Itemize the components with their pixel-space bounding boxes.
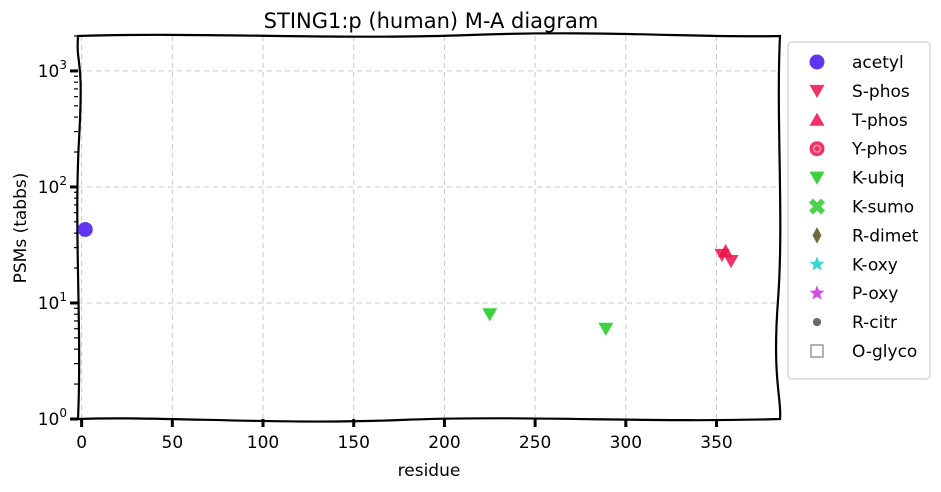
legend-label: T-phos <box>851 111 908 131</box>
y-tick-base: 10 <box>38 178 60 198</box>
acetyl-point <box>77 221 93 237</box>
y-tick-label: 101 <box>38 290 67 314</box>
plot-frame <box>76 32 782 423</box>
legend-label: S-phos <box>852 82 910 102</box>
legend-item: K-sumo <box>809 198 914 218</box>
legend-label: R-dimet <box>852 226 919 246</box>
legend-item: P-oxy <box>809 284 898 304</box>
k-ubiq-point <box>482 308 498 322</box>
legend-item: O-glyco <box>810 342 917 362</box>
legend-item: R-citr <box>812 313 897 333</box>
legend-label: P-oxy <box>852 284 898 304</box>
legend-item: K-oxy <box>809 255 898 275</box>
legend-marker <box>810 344 824 358</box>
legend-item: S-phos <box>809 82 910 102</box>
y-tick-label: 100 <box>38 406 67 430</box>
legend-item: acetyl <box>809 53 904 73</box>
grid-lines <box>78 36 780 419</box>
y-tick-exponent: 0 <box>59 406 67 420</box>
legend-item: Y-phos <box>809 140 907 160</box>
legend: acetyl S-phos T-phos Y-phos K-ubiq K-sumo R-di… <box>787 41 931 380</box>
x-tick-labels: 0 50 100 150 200 250 300 350 <box>76 433 733 453</box>
t-phos-point <box>718 243 734 258</box>
data-points <box>77 221 739 336</box>
legend-item: R-dimet <box>812 226 919 246</box>
axis-ticks <box>70 69 719 427</box>
y-tick-label: 102 <box>38 174 67 198</box>
x-tick-label: 100 <box>247 433 279 453</box>
chart-title: STING1:p (human) M-A diagram <box>264 9 599 33</box>
y-tick-base: 10 <box>38 62 60 82</box>
x-tick-label: 200 <box>428 433 460 453</box>
x-tick-label: 0 <box>76 433 87 453</box>
legend-marker <box>809 285 825 300</box>
y-axis-label: PSMs (tabbs) <box>11 173 31 284</box>
x-tick-label: 250 <box>519 433 551 453</box>
legend-label: O-glyco <box>852 342 917 362</box>
y-tick-label: 103 <box>38 58 67 82</box>
legend-item: T-phos <box>809 111 908 131</box>
y-tick-base: 10 <box>38 410 60 430</box>
legend-label: K-ubiq <box>852 169 905 189</box>
y-tick-base: 10 <box>38 294 60 314</box>
legend-marker <box>809 256 825 271</box>
x-tick-label: 350 <box>700 433 732 453</box>
legend-marker <box>809 141 825 157</box>
y-tick-exponent: 1 <box>59 290 67 304</box>
x-axis-label: residue <box>398 461 461 481</box>
legend-label: acetyl <box>852 53 904 73</box>
legend-marker <box>809 112 825 126</box>
legend-box <box>787 41 931 380</box>
x-tick-label: 50 <box>162 433 184 453</box>
y-tick-exponent: 3 <box>59 58 67 72</box>
legend-item: K-ubiq <box>809 169 905 189</box>
x-tick-label: 300 <box>610 433 642 453</box>
k-ubiq-point <box>598 322 614 336</box>
legend-marker <box>812 317 822 327</box>
legend-label: Y-phos <box>851 140 907 160</box>
legend-marker <box>809 84 825 99</box>
legend-label: K-oxy <box>852 255 898 275</box>
s-phos-point <box>723 255 739 269</box>
legend-marker <box>809 54 825 70</box>
legend-marker <box>809 198 825 215</box>
legend-marker <box>812 227 822 244</box>
y-tick-exponent: 2 <box>59 174 67 188</box>
x-tick-label: 150 <box>337 433 369 453</box>
legend-marker <box>809 171 825 185</box>
legend-label: R-citr <box>852 313 897 333</box>
legend-label: K-sumo <box>852 198 914 218</box>
